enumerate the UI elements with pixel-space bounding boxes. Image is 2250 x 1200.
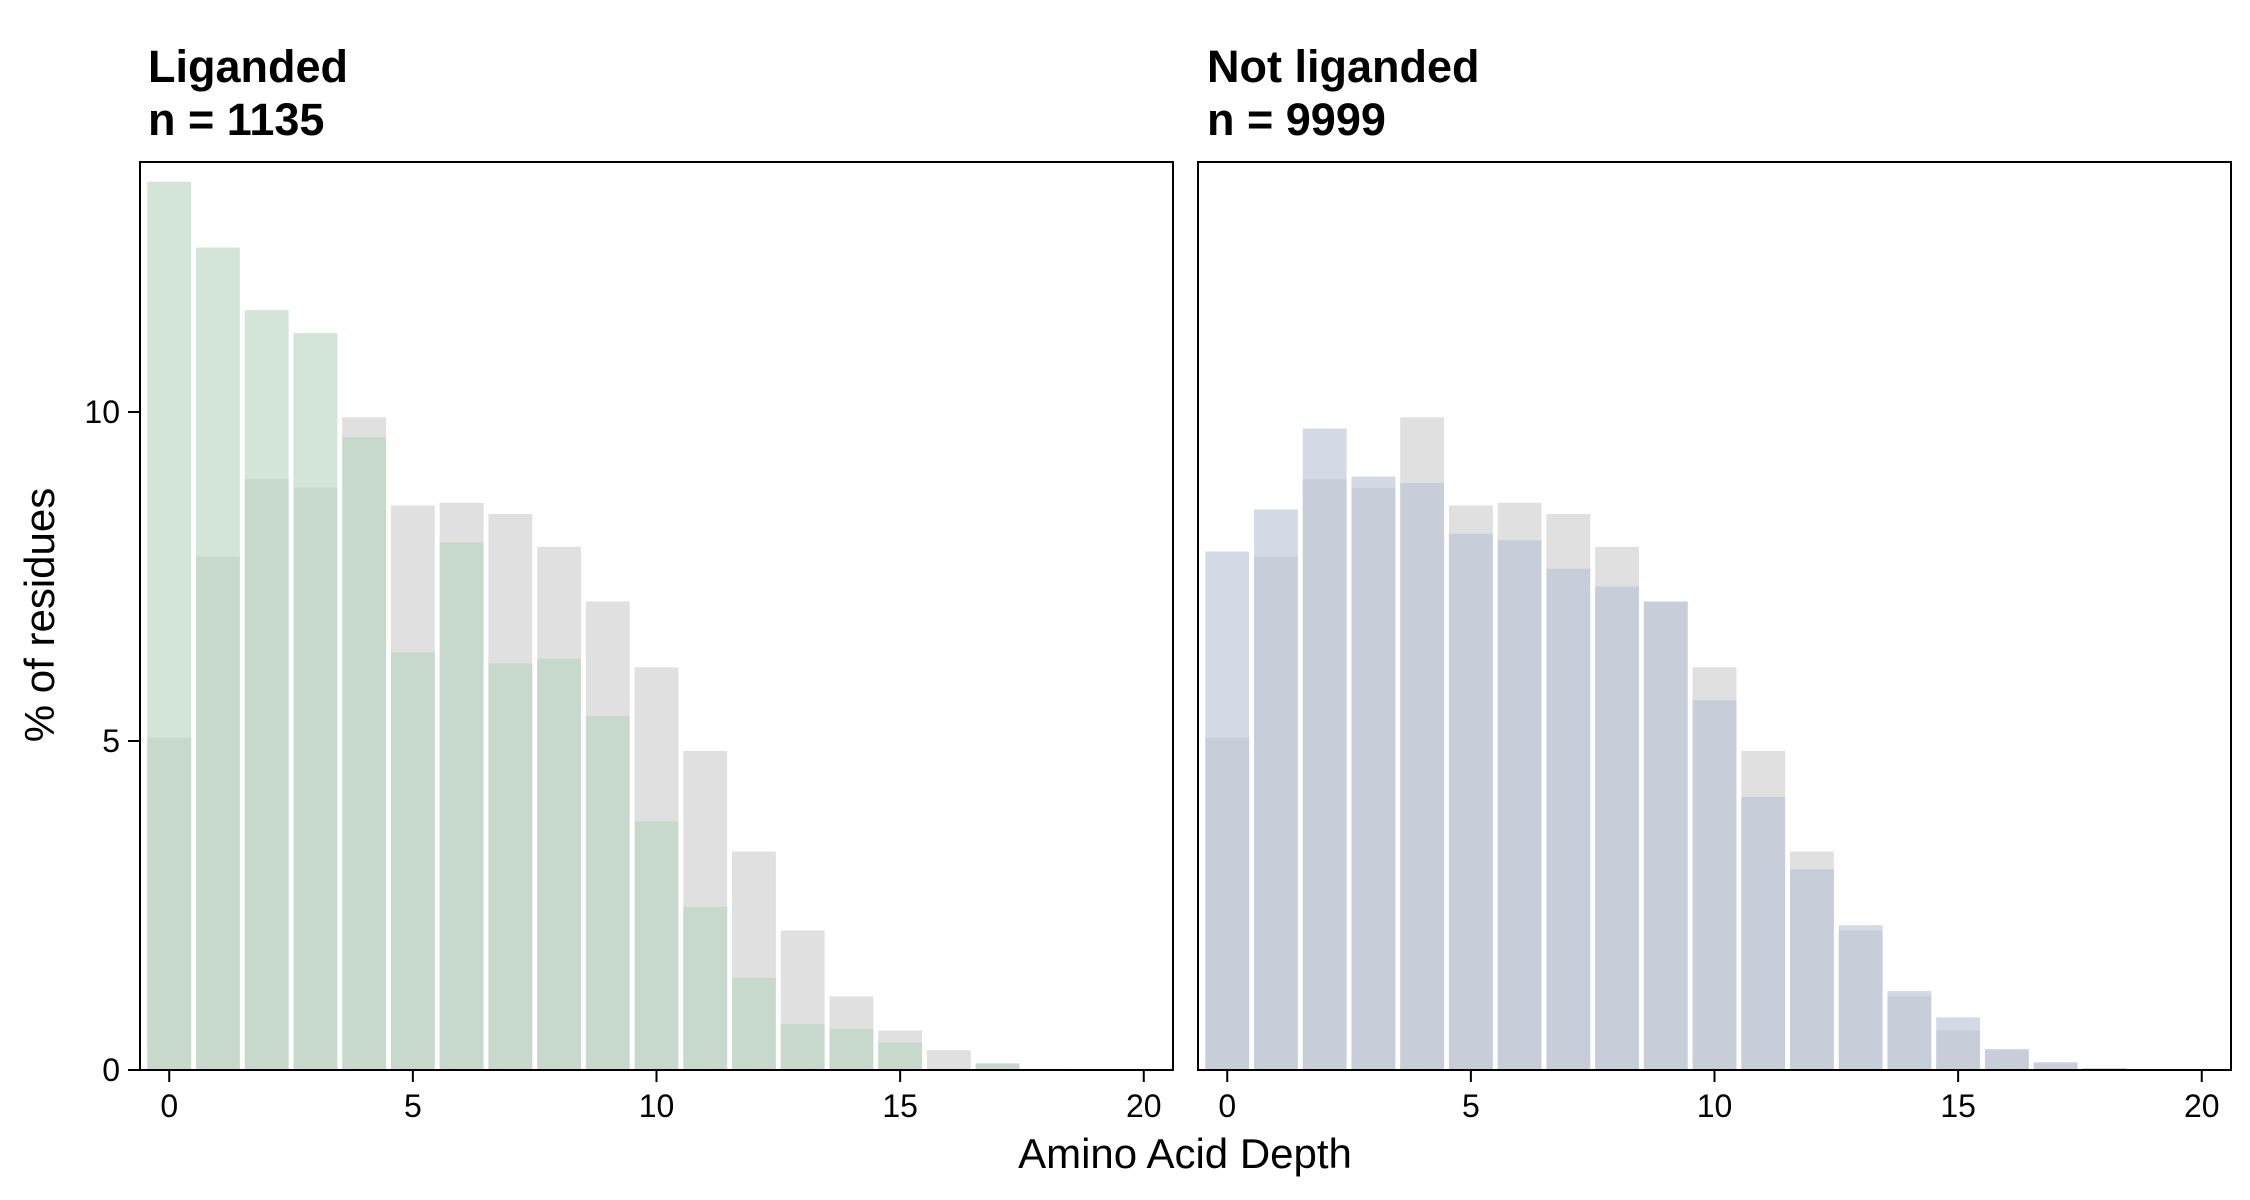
bar-liganded-foreground-5 xyxy=(390,652,435,1070)
bar-not-liganded-foreground-15 xyxy=(1936,1017,1981,1070)
x-tick-label-not-liganded-5: 5 xyxy=(1462,1088,1480,1124)
panel-subtitle-not-liganded: n = 9999 xyxy=(1207,94,1386,145)
x-tick-label-not-liganded-20: 20 xyxy=(2184,1088,2220,1124)
bar-liganded-foreground-6 xyxy=(439,542,484,1070)
bar-liganded-foreground-11 xyxy=(683,906,728,1070)
bar-not-liganded-foreground-11 xyxy=(1741,796,1786,1070)
bar-not-liganded-foreground-7 xyxy=(1546,568,1591,1070)
x-axis-liganded: 0 5 10 15 20 xyxy=(160,1070,1162,1124)
bar-not-liganded-foreground-10 xyxy=(1692,700,1737,1070)
bar-not-liganded-foreground-2 xyxy=(1302,428,1347,1070)
y-tick-label-0: 0 xyxy=(102,1052,120,1088)
bar-not-liganded-foreground-12 xyxy=(1790,869,1834,1070)
bar-liganded-foreground-8 xyxy=(537,658,581,1070)
bar-liganded-foreground-4 xyxy=(342,437,387,1071)
x-tick-label-liganded-20: 20 xyxy=(1126,1088,1162,1124)
bar-liganded-background-16 xyxy=(926,1050,971,1070)
bar-liganded-foreground-17 xyxy=(975,1063,1020,1070)
bar-not-liganded-foreground-16 xyxy=(1984,1048,2029,1070)
x-tick-label-not-liganded-15: 15 xyxy=(1940,1088,1976,1124)
bar-liganded-foreground-15 xyxy=(878,1042,923,1070)
bar-liganded-foreground-9 xyxy=(585,716,630,1070)
bar-liganded-foreground-2 xyxy=(244,310,289,1071)
x-axis-not-liganded: 0 5 10 15 20 xyxy=(1218,1070,2220,1124)
panel-subtitle-liganded: n = 1135 xyxy=(148,94,324,145)
bar-liganded-foreground-12 xyxy=(732,977,776,1070)
x-tick-label-not-liganded-0: 0 xyxy=(1218,1088,1236,1124)
bar-not-liganded-foreground-0 xyxy=(1205,551,1250,1070)
bar-liganded-foreground-14 xyxy=(829,1029,874,1070)
bar-not-liganded-foreground-9 xyxy=(1643,601,1688,1070)
bar-not-liganded-foreground-14 xyxy=(1887,991,1932,1070)
bar-group-liganded xyxy=(147,181,1069,1071)
x-tick-label-liganded-15: 15 xyxy=(882,1088,918,1124)
y-tick-label-5: 5 xyxy=(102,723,120,759)
bar-not-liganded-foreground-1 xyxy=(1254,509,1298,1070)
x-tick-label-not-liganded-10: 10 xyxy=(1697,1088,1733,1124)
bar-group-not-liganded xyxy=(1205,417,2127,1071)
bar-not-liganded-foreground-6 xyxy=(1497,540,1542,1070)
bar-liganded-foreground-13 xyxy=(780,1023,825,1070)
panel-liganded: Liganded n = 1135 0 5 10 15 20 0 5 10 xyxy=(84,41,1174,1124)
bar-not-liganded-foreground-4 xyxy=(1400,483,1445,1070)
bar-liganded-foreground-3 xyxy=(293,333,338,1070)
bar-not-liganded-foreground-5 xyxy=(1448,533,1493,1070)
bar-liganded-foreground-1 xyxy=(196,247,240,1070)
y-axis-liganded: 0 5 10 xyxy=(84,394,140,1088)
panel-title-not-liganded: Not liganded xyxy=(1207,41,1479,92)
bar-liganded-foreground-10 xyxy=(634,821,679,1070)
panel-title-liganded: Liganded xyxy=(148,41,348,92)
bar-not-liganded-foreground-8 xyxy=(1595,586,1639,1070)
x-tick-label-liganded-0: 0 xyxy=(160,1088,178,1124)
x-tick-label-liganded-5: 5 xyxy=(404,1088,422,1124)
panel-not-liganded: Not liganded n = 9999 0 5 10 15 20 xyxy=(1197,41,2232,1124)
bar-not-liganded-foreground-17 xyxy=(2033,1062,2078,1070)
x-tick-label-liganded-10: 10 xyxy=(639,1088,675,1124)
x-axis-label: Amino Acid Depth xyxy=(1018,1130,1352,1177)
bar-liganded-foreground-7 xyxy=(488,663,533,1070)
y-tick-label-10: 10 xyxy=(84,394,120,430)
bar-liganded-foreground-0 xyxy=(147,181,192,1070)
bar-not-liganded-foreground-3 xyxy=(1351,476,1396,1070)
bar-not-liganded-foreground-13 xyxy=(1838,925,1883,1070)
y-axis-label: % of residues xyxy=(16,488,63,742)
